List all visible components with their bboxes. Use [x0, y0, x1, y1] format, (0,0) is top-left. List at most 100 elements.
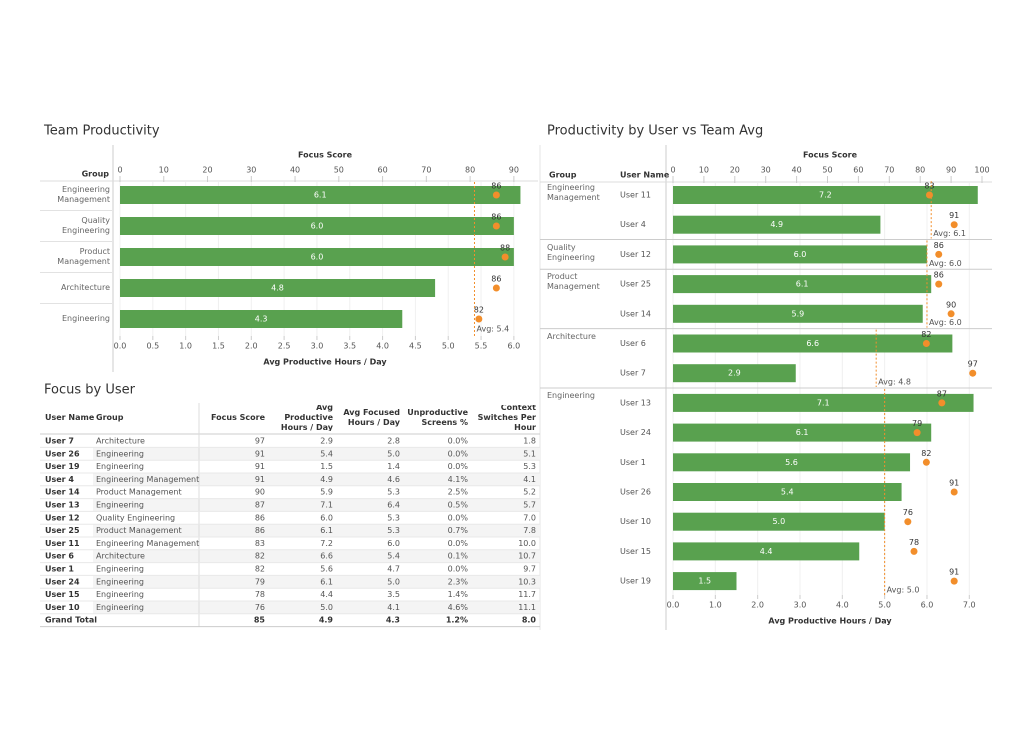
table-cell: 3.5: [387, 590, 400, 599]
table-cell: 4.1: [387, 603, 400, 612]
table-cell: 0.0%: [448, 449, 469, 458]
table-cell: 82: [255, 552, 265, 561]
table-cell: Engineering Management: [96, 539, 199, 548]
focus-dot: [922, 340, 930, 347]
column-header-box: Avg Focused Hours / Day: [343, 408, 400, 427]
focus-dot: [950, 577, 958, 585]
x-tick-label: 5.5: [475, 342, 488, 351]
table-cell: Product Management: [96, 526, 182, 535]
bar: [673, 304, 923, 323]
user-label: User 12: [620, 250, 651, 259]
group-label-box: Architecture: [61, 283, 110, 292]
table-cell: 0.1%: [448, 552, 469, 561]
table-cell: 11.7: [518, 590, 536, 599]
bar: [673, 275, 932, 294]
total-cell: 8.0: [522, 616, 537, 625]
focus-dot: [922, 458, 930, 466]
focus-label: 76: [903, 508, 913, 517]
user-label: User 11: [620, 191, 651, 200]
table-cell: User 10: [45, 603, 80, 612]
focus-dot: [492, 284, 500, 292]
table-cell: User 1: [45, 565, 74, 574]
table-cell: 0.5%: [448, 501, 469, 510]
table-cell: 10.3: [518, 577, 536, 586]
total-label: Grand Total: [45, 616, 97, 625]
table-cell: User 4: [45, 475, 74, 484]
column-header-box: User Name: [45, 413, 94, 422]
table-cell: 91: [255, 462, 265, 471]
group-label-box: Engineering Management: [547, 183, 600, 202]
table-cell: 2.8: [387, 437, 400, 446]
row-stripe: [93, 575, 540, 589]
focus-dot: [950, 221, 958, 229]
table-cell: 6.0: [387, 539, 400, 548]
table-cell: 6.0: [320, 513, 333, 522]
bar-value-label: 6.0: [311, 222, 324, 231]
total-cell: 85: [254, 616, 266, 625]
column-header-box: Focus Score: [211, 413, 265, 422]
focus-label: 91: [949, 568, 959, 577]
focus-label: 91: [949, 211, 959, 220]
x2-tick-label: 70: [884, 166, 894, 175]
x2-tick-label: 50: [822, 166, 832, 175]
group-label: Quality Engineering: [62, 216, 110, 235]
x-tick-label: 7.0: [963, 601, 976, 610]
table-cell: User 11: [45, 539, 80, 548]
x-tick-label: 2.0: [751, 601, 764, 610]
column-header: Group: [82, 170, 110, 179]
table-cell: 4.6%: [448, 603, 469, 612]
bar-value-label: 7.2: [819, 191, 832, 200]
bar-value-label: 5.0: [772, 517, 785, 526]
bar-value-label: 4.8: [271, 284, 284, 293]
table-cell: 0.0%: [448, 462, 469, 471]
table-cell: 7.1: [320, 501, 333, 510]
bar: [120, 279, 436, 297]
focus-label: 83: [924, 182, 934, 191]
x2-tick-label: 40: [290, 166, 300, 175]
table-cell: Engineering Management: [96, 475, 199, 484]
table-cell: User 26: [45, 449, 80, 458]
table-cell: 91: [255, 449, 265, 458]
total-cell: 4.3: [386, 616, 400, 625]
chart-title: Productivity by User vs Team Avg: [547, 124, 763, 139]
x-tick-label: 3.0: [794, 601, 807, 610]
column-header: Focus Score: [211, 413, 265, 422]
focus-dot: [492, 222, 500, 230]
focus-dot: [904, 518, 912, 526]
bar: [673, 542, 860, 561]
table-cell: 0.0%: [448, 565, 469, 574]
x2-tick-label: 60: [853, 166, 863, 175]
row-stripe: [93, 498, 540, 512]
bar-value-label: 1.5: [698, 577, 711, 586]
x-tick-label: 1.0: [709, 601, 722, 610]
bar-value-label: 4.9: [770, 220, 783, 229]
focus-label: 82: [921, 330, 931, 339]
table-cell: 11.1: [518, 603, 536, 612]
bar-value-label: 2.9: [728, 369, 741, 378]
table-cell: 1.4: [387, 462, 400, 471]
table-cell: 5.0: [387, 577, 400, 586]
focus-dot: [947, 310, 955, 318]
table-cell: 2.3%: [448, 577, 469, 586]
group-label: Engineering: [62, 314, 110, 323]
bar-value-label: 4.3: [255, 315, 268, 324]
bar-value-label: 5.4: [781, 488, 794, 497]
bar: [673, 245, 927, 264]
x2-tick-label: 100: [974, 166, 989, 175]
focus-label: 78: [909, 538, 919, 547]
group-label-box: Engineering Management: [57, 185, 110, 204]
column-header: Unproductive Screens %: [407, 408, 468, 427]
x2-tick-label: 80: [915, 166, 925, 175]
table-cell: 87: [255, 501, 265, 510]
focus-label: 79: [912, 419, 922, 428]
group-label-box: Quality Engineering: [547, 243, 595, 262]
x-tick-label: 4.0: [376, 342, 389, 351]
table-cell: 0.0%: [448, 437, 469, 446]
focus-label: 91: [949, 479, 959, 488]
table-cell: 5.6: [320, 565, 333, 574]
row-stripe: [93, 473, 540, 486]
focus-label: 86: [934, 241, 944, 250]
table-cell: 97: [255, 437, 265, 446]
table-cell: 7.0: [523, 513, 536, 522]
x2-tick-label: 40: [792, 166, 802, 175]
